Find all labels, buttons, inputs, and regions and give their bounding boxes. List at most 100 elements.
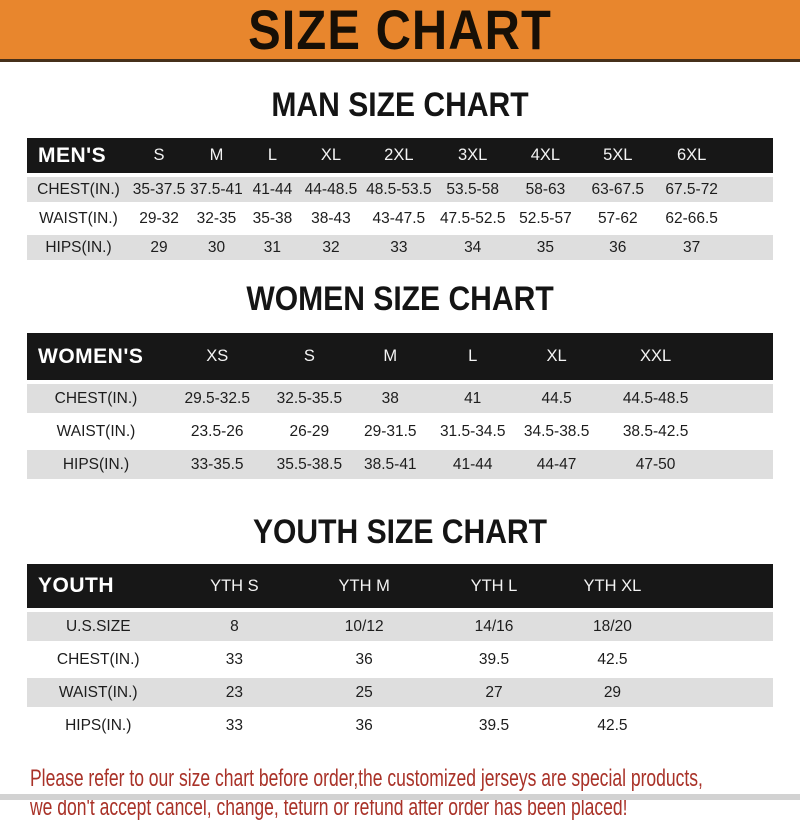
size-value: 26-29	[269, 415, 350, 450]
table-row: WAIST(IN.) 23.5-26 26-29 29-31.5 31.5-34.5 34…	[27, 415, 773, 450]
size-value: 48.5-53.5	[361, 175, 436, 206]
size-column-header: 3XL	[435, 138, 510, 177]
size-value: 33	[361, 233, 436, 264]
row-label: HIPS(IN.)	[27, 448, 165, 483]
size-column-header: YTH XL	[558, 564, 773, 612]
size-value: 25	[299, 676, 430, 711]
size-value: 35-37.5	[129, 175, 189, 206]
size-column-header: XS	[165, 333, 270, 384]
size-column-header: L	[244, 138, 301, 177]
size-value: 35	[509, 233, 582, 264]
size-value: 47.5-52.5	[435, 204, 510, 235]
size-value: 34.5-38.5	[514, 415, 600, 450]
table-row: WAIST(IN.) 29-32 32-35 35-38 38-43 43-47.5 47.…	[27, 204, 773, 235]
row-label: WAIST(IN.)	[27, 415, 165, 450]
row-label: WAIST(IN.)	[27, 204, 130, 235]
size-value: 29	[129, 233, 189, 264]
size-value: 29-31.5	[349, 415, 432, 450]
size-chart-banner: SIZE CHART	[0, 0, 800, 62]
size-value: 42.5	[558, 643, 773, 678]
size-value: 32.5-35.5	[269, 382, 350, 417]
table-row: CHEST(IN.) 35-37.5 37.5-41 41-44 44-48.5 48.5…	[27, 175, 773, 206]
size-column-header: M	[349, 333, 432, 384]
size-column-header: YTH L	[429, 564, 559, 612]
section-men: MAN SIZE CHART MEN'S S M L XL 2XL 3XL 4XL 5XL 6XL C…	[27, 84, 773, 264]
youth-header-bar: YOUTH YTH S YTH M YTH L YTH XL	[27, 564, 773, 612]
size-value: 37.5-41	[188, 175, 245, 206]
size-column-header: S	[269, 333, 350, 384]
size-value: 29-32	[129, 204, 189, 235]
size-value: 31	[244, 233, 301, 264]
youth-size-table: YOUTH YTH S YTH M YTH L YTH XL U.S.SIZE 8 10/12…	[27, 564, 773, 744]
size-value: 36	[299, 709, 430, 744]
row-label: CHEST(IN.)	[27, 643, 170, 678]
section-title-women: WOMEN SIZE CHART	[246, 278, 554, 319]
size-value: 53.5-58	[435, 175, 510, 206]
size-value: 14/16	[429, 610, 559, 645]
size-value: 27	[429, 676, 559, 711]
size-column-header: XXL	[599, 333, 773, 384]
size-value: 38	[349, 382, 432, 417]
size-value: 41	[431, 382, 515, 417]
size-value: 33	[169, 643, 300, 678]
size-value: 35.5-38.5	[269, 448, 350, 483]
size-value: 47-50	[599, 448, 773, 483]
table-row: CHEST(IN.) 33 36 39.5 42.5	[27, 643, 773, 678]
youth-header-label: YOUTH	[27, 564, 170, 612]
size-value: 58-63	[509, 175, 582, 206]
women-header-label: WOMEN'S	[27, 333, 165, 384]
size-value: 36	[581, 233, 655, 264]
row-label: HIPS(IN.)	[27, 709, 170, 744]
section-youth: YOUTH SIZE CHART YOUTH YTH S YTH M YTH L YTH …	[27, 511, 773, 744]
size-value: 36	[299, 643, 430, 678]
size-value: 42.5	[558, 709, 773, 744]
table-row: U.S.SIZE 8 10/12 14/16 18/20	[27, 610, 773, 645]
size-value: 29	[558, 676, 773, 711]
row-label: CHEST(IN.)	[27, 175, 130, 206]
size-tables: MAN SIZE CHART MEN'S S M L XL 2XL 3XL 4XL 5XL 6XL C…	[0, 84, 800, 744]
footer-line-1: Please refer to our size chart before or…	[30, 765, 703, 792]
table-row: HIPS(IN.) 33-35.5 35.5-38.5 38.5-41 41-44 44-…	[27, 448, 773, 483]
size-value: 38-43	[300, 204, 362, 235]
size-value: 30	[188, 233, 245, 264]
size-column-header: S	[129, 138, 189, 177]
men-header-bar: MEN'S S M L XL 2XL 3XL 4XL 5XL 6XL	[27, 138, 773, 177]
size-value: 10/12	[299, 610, 430, 645]
women-size-table: WOMEN'S XS S M L XL XXL CHEST(IN.) 29.5-32.5 32.5…	[27, 333, 773, 483]
men-size-table: MEN'S S M L XL 2XL 3XL 4XL 5XL 6XL CHEST(IN.) 35-37…	[27, 138, 773, 264]
size-value: 39.5	[429, 709, 559, 744]
bottom-strip	[0, 794, 800, 800]
row-label: U.S.SIZE	[27, 610, 170, 645]
size-value: 32	[300, 233, 362, 264]
size-value: 41-44	[431, 448, 515, 483]
size-value: 43-47.5	[361, 204, 436, 235]
table-row: HIPS(IN.) 33 36 39.5 42.5	[27, 709, 773, 744]
size-value: 52.5-57	[509, 204, 582, 235]
table-row: WAIST(IN.) 23 25 27 29	[27, 676, 773, 711]
size-column-header: YTH M	[299, 564, 430, 612]
size-value: 32-35	[188, 204, 245, 235]
size-column-header: L	[431, 333, 515, 384]
size-value: 44.5	[514, 382, 600, 417]
size-value: 33	[169, 709, 300, 744]
section-title-men: MAN SIZE CHART	[271, 84, 529, 125]
table-row: CHEST(IN.) 29.5-32.5 32.5-35.5 38 41 44.5 44.5…	[27, 382, 773, 417]
size-value: 44-48.5	[300, 175, 362, 206]
size-value: 23	[169, 676, 300, 711]
size-value: 23.5-26	[165, 415, 270, 450]
section-title-youth: YOUTH SIZE CHART	[252, 511, 548, 552]
size-value: 34	[435, 233, 510, 264]
size-value: 63-67.5	[581, 175, 655, 206]
size-column-header: XL	[300, 138, 362, 177]
size-column-header: XL	[514, 333, 600, 384]
row-label: CHEST(IN.)	[27, 382, 165, 417]
size-value: 29.5-32.5	[165, 382, 270, 417]
size-value: 37	[654, 233, 773, 264]
size-value: 38.5-41	[349, 448, 432, 483]
size-value: 41-44	[244, 175, 301, 206]
size-value: 44-47	[514, 448, 600, 483]
footer-note: Please refer to our size chart before or…	[0, 764, 800, 822]
size-value: 44.5-48.5	[599, 382, 773, 417]
size-column-header: 4XL	[509, 138, 582, 177]
size-column-header: 5XL	[581, 138, 655, 177]
